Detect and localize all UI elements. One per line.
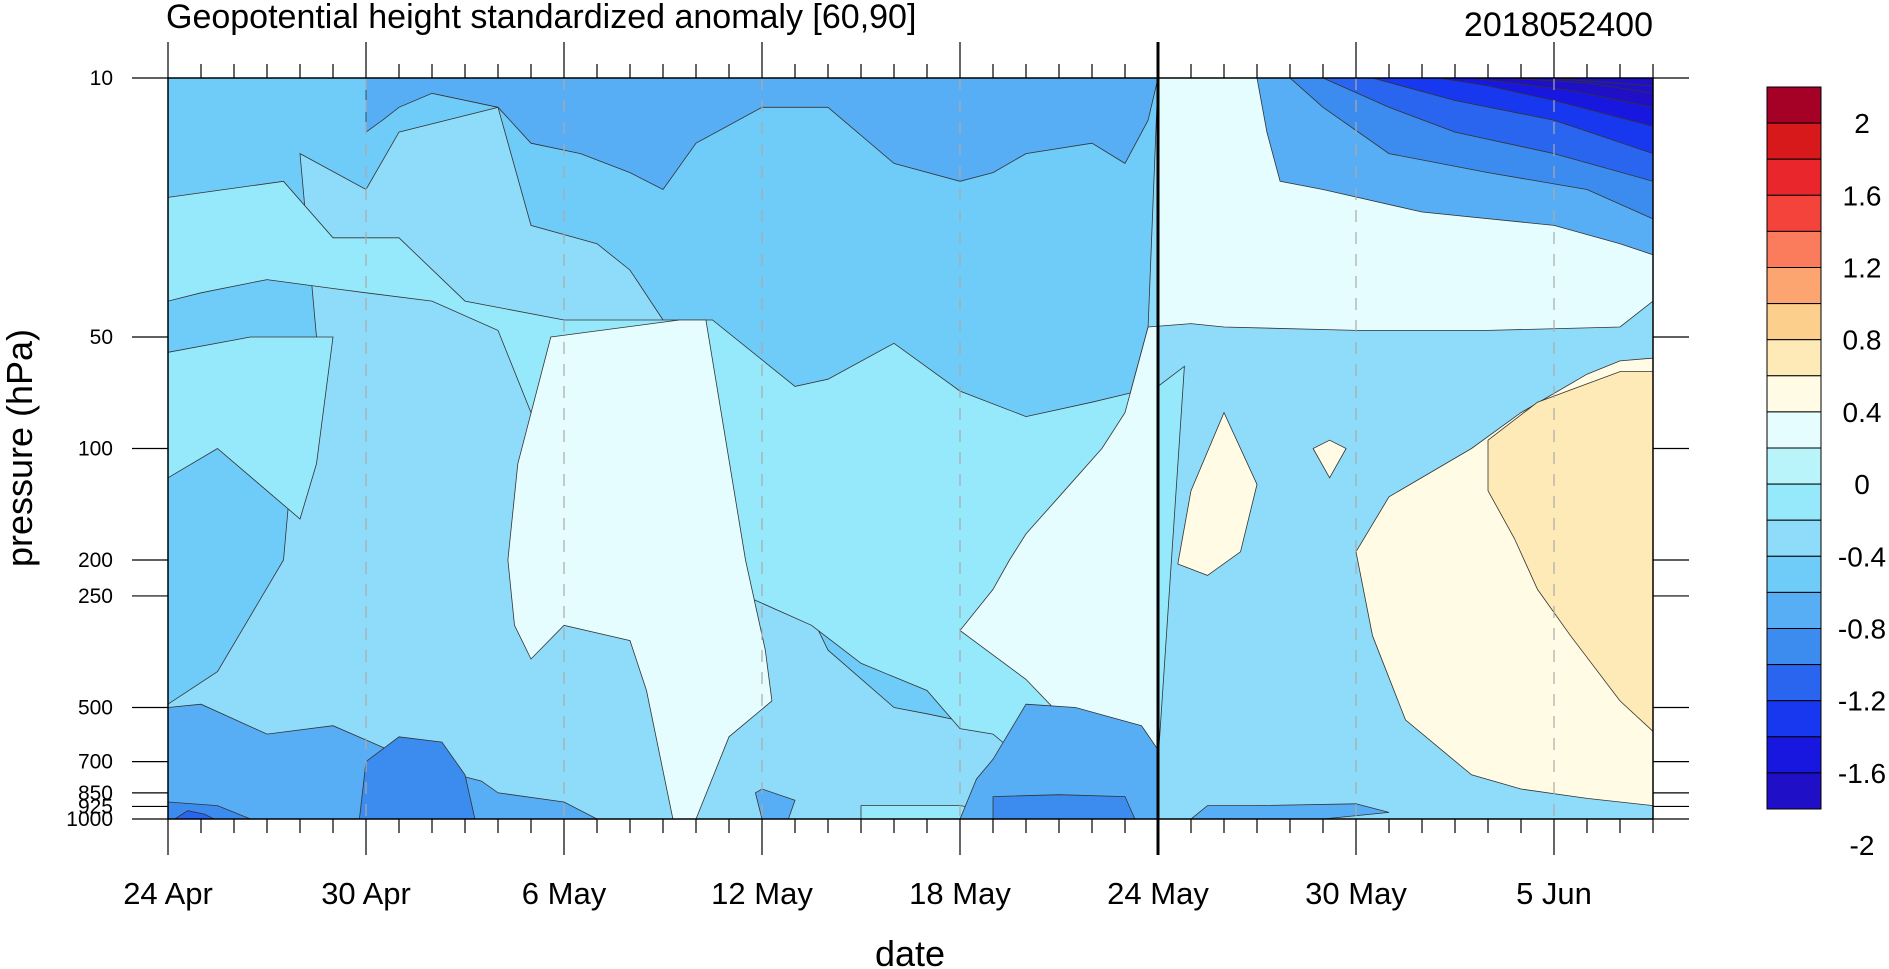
date-gridlines <box>365 78 1555 819</box>
colorbar-box <box>1766 700 1822 738</box>
y-tick-label: 100 <box>78 438 113 461</box>
y-tick-label: 50 <box>90 326 113 349</box>
x-tick-label: 5 Jun <box>1516 876 1592 911</box>
colorbar-label: 0 <box>1854 469 1870 500</box>
colorbar-box <box>1766 628 1822 666</box>
x-tick-label: 6 May <box>522 876 607 911</box>
y-tick-label: 200 <box>78 549 113 572</box>
y-tick-label: 700 <box>78 751 113 774</box>
colorbar: 2 1.6 1.2 0.8 0.4 0 -0.4 -0.8 -1.2 -1.6 -2 <box>1766 86 1886 861</box>
contour-region <box>959 78 1653 819</box>
colorbar-box <box>1766 303 1822 341</box>
colorbar-label: 1.6 <box>1843 180 1882 211</box>
colorbar-box <box>1766 519 1822 557</box>
colorbar-box <box>1766 411 1822 449</box>
colorbar-box <box>1766 230 1822 268</box>
x-tick-label: 24 Apr <box>123 876 213 911</box>
contour-region <box>1487 371 1653 732</box>
colorbar-label: -2 <box>1850 830 1875 861</box>
colorbar-box <box>1766 447 1822 485</box>
contour-region <box>168 336 334 520</box>
colorbar-label: 2 <box>1854 108 1870 139</box>
y-tick-label: 1000 <box>66 808 113 831</box>
colorbar-label: -0.8 <box>1838 614 1886 645</box>
colorbar-box <box>1766 158 1822 196</box>
x-tick-label: 18 May <box>909 876 1011 911</box>
y-axis-label: pressure (hPa) <box>0 329 40 567</box>
colorbar-box <box>1766 555 1822 593</box>
chart-title: Geopotential height standardized anomaly… <box>166 0 916 36</box>
colorbar-label: 0.8 <box>1843 325 1882 356</box>
colorbar-box <box>1766 122 1822 160</box>
contour-region <box>1547 78 1653 87</box>
contour-region <box>754 788 796 819</box>
contour-region <box>1190 803 1390 819</box>
colorbar-box <box>1766 483 1822 521</box>
y-tick-label: 500 <box>78 696 113 719</box>
y-tick-label: 925 <box>78 795 113 818</box>
colorbar-box <box>1766 267 1822 305</box>
y-tick-label: 850 <box>78 782 113 805</box>
contour-region <box>173 810 215 819</box>
x-tick-label: 30 Apr <box>321 876 411 911</box>
colorbar-box <box>1766 194 1822 232</box>
colorbar-label: 1.2 <box>1843 253 1882 284</box>
colorbar-box <box>1766 591 1822 630</box>
x-tick-label: 24 May <box>1107 876 1209 911</box>
chart-date-label: 2018052400 <box>1464 6 1653 44</box>
y-tick-label: 250 <box>78 585 113 608</box>
colorbar-label: -0.4 <box>1838 541 1886 572</box>
x-axis-ticks: 24 Apr 30 Apr 6 May 12 May 18 May 24 May 30 Ma… <box>123 42 1654 911</box>
x-tick-label: 30 May <box>1305 876 1407 911</box>
colorbar-box <box>1766 664 1822 702</box>
contour-region <box>1177 411 1258 576</box>
x-axis-label: date <box>875 933 945 969</box>
y-tick-label: 10 <box>90 67 113 90</box>
x-tick-label: 12 May <box>711 876 813 911</box>
contour-region <box>992 794 1136 819</box>
colorbar-box <box>1766 736 1822 774</box>
contour-region <box>959 703 1159 819</box>
contour-region <box>507 319 773 819</box>
colorbar-label: 0.4 <box>1843 397 1882 428</box>
colorbar-box <box>1766 375 1822 413</box>
contour-region <box>1312 439 1347 479</box>
contour-fills <box>168 78 1653 819</box>
colorbar-label: -1.2 <box>1838 686 1886 717</box>
colorbar-label: -1.6 <box>1838 758 1886 789</box>
colorbar-box <box>1766 339 1822 377</box>
colorbar-box <box>1766 772 1822 810</box>
colorbar-box <box>1766 86 1822 124</box>
